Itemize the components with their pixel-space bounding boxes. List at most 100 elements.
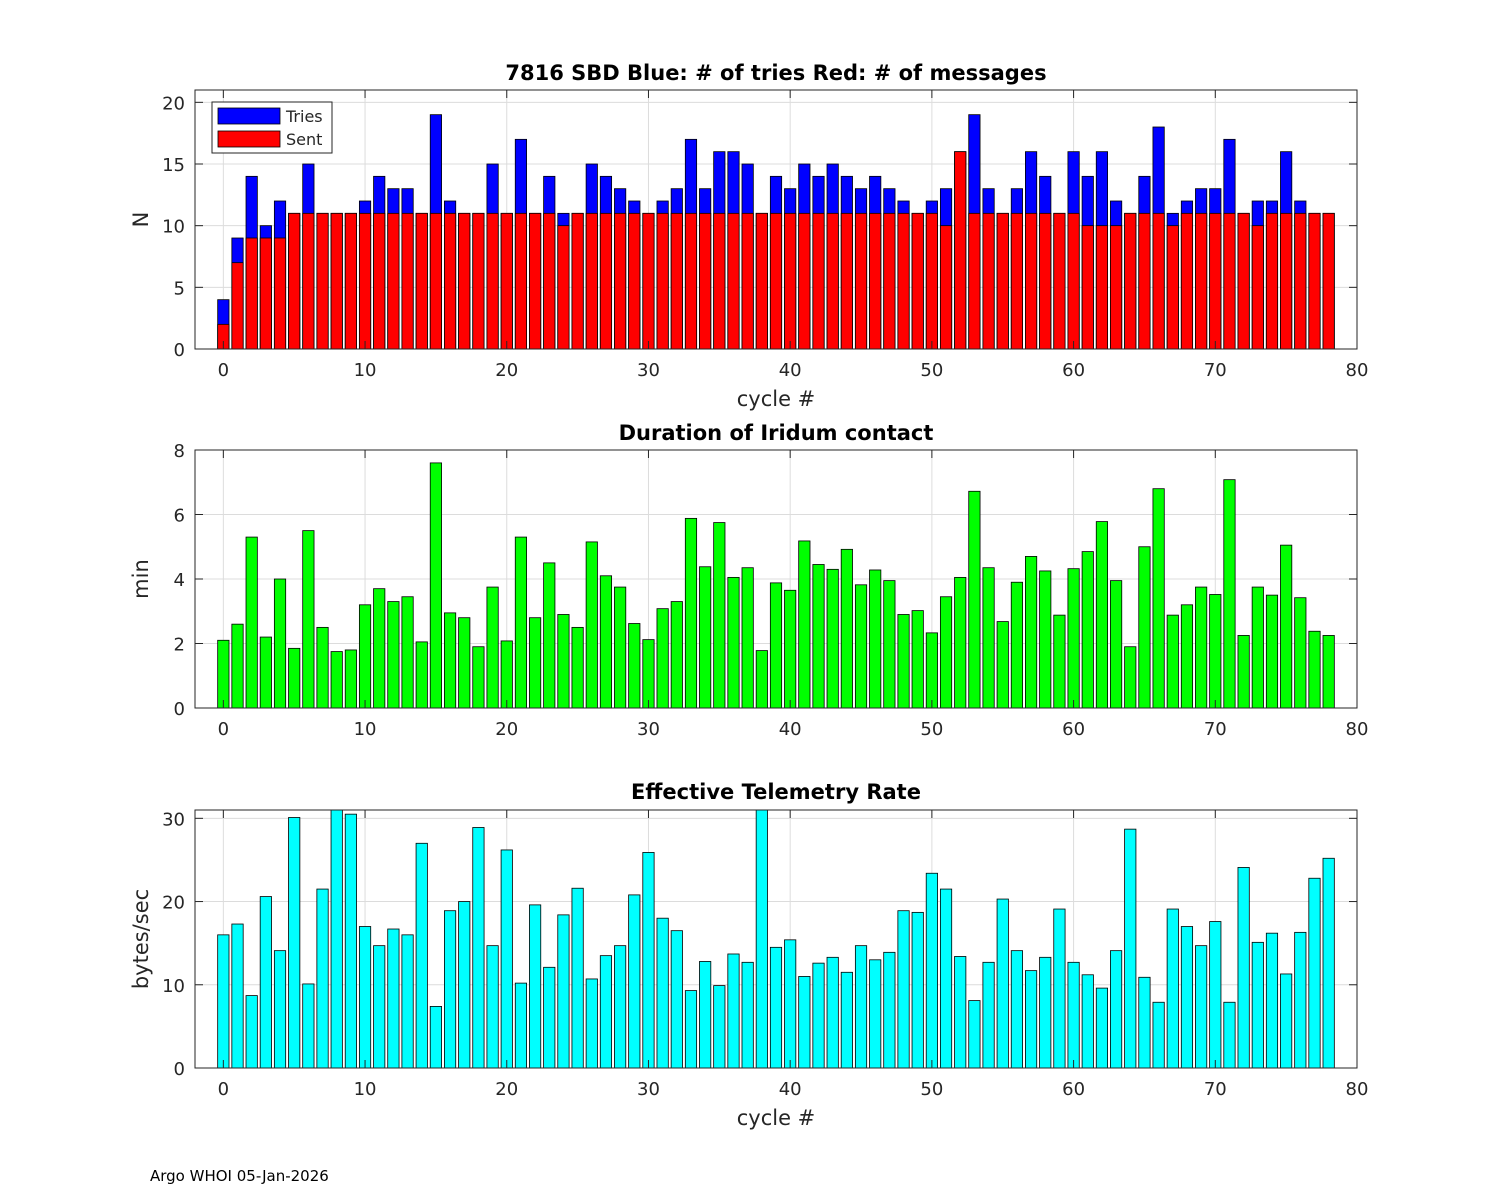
panel-1-bar-sent-19	[486, 212, 499, 349]
panel-1-bar-sent-0	[217, 323, 230, 349]
panel-1-bar-sent-54	[982, 212, 995, 349]
panel-3-bar-rate-25	[571, 887, 584, 1068]
panel-2-bar-duration-47	[883, 580, 896, 708]
panel-2-bar-duration-76	[1294, 597, 1307, 708]
panel-2-bar-duration-74	[1265, 594, 1279, 708]
panel-1-bar-sent-66	[1152, 212, 1165, 349]
panel-1-bar-sent-12	[387, 212, 400, 349]
panel-3-bar-rate-42	[812, 962, 825, 1068]
panel-2-bar-duration-25	[571, 626, 584, 708]
panel-1-bar-sent-28	[614, 212, 627, 349]
panel-1-bar-sent-20	[500, 212, 513, 349]
legend-label-sent: Sent	[286, 130, 322, 149]
panel-2-bar-duration-17	[458, 617, 471, 708]
panel-2-bar-duration-78	[1322, 635, 1335, 708]
panel-1-bar-sent-34	[699, 212, 712, 349]
panel-2-bar-duration-26	[585, 541, 598, 708]
panel-2-bar-duration-40	[784, 589, 797, 708]
panel-3-bar-rate-58	[1039, 956, 1052, 1068]
panel-1-bar-sent-53	[968, 212, 981, 349]
panel-3-bar-rate-77	[1308, 877, 1321, 1068]
panel-1-bar-sent-51	[939, 225, 953, 349]
panel-2-bar-duration-71	[1223, 479, 1236, 708]
panel-2-bar-duration-12	[387, 601, 400, 708]
panel-2-xtick-label: 40	[779, 719, 802, 740]
panel-3-bar-rate-55	[996, 898, 1009, 1068]
panel-1-bar-sent-73	[1251, 225, 1264, 349]
panel-2-bar-duration-58	[1039, 570, 1052, 708]
panel-1-bar-sent-76	[1294, 212, 1307, 349]
panel-1-xtick-label: 10	[354, 360, 377, 381]
panel-2-bar-duration-15	[429, 462, 442, 708]
panel-2-bar-duration-50	[925, 632, 938, 708]
panel-2-bar-duration-75	[1280, 544, 1293, 708]
panel-2-ytick-label: 0	[174, 699, 185, 720]
panel-3-bar-rate-5	[288, 817, 301, 1068]
panel-1-bars	[217, 114, 1335, 349]
panel-2-bar-duration-11	[373, 588, 386, 708]
panel-2-bar-duration-43	[826, 568, 839, 708]
panel-1-bar-sent-39	[769, 212, 783, 349]
panel-3-xtick-label: 0	[218, 1079, 229, 1100]
panel-1-bar-sent-72	[1237, 212, 1250, 349]
panel-3-xtick-label: 70	[1204, 1079, 1227, 1100]
panel-1-bar-sent-35	[713, 212, 726, 349]
panel-2-bar-duration-45	[854, 584, 868, 708]
panel-3-bar-rate-57	[1025, 970, 1038, 1068]
panel-2-bar-duration-13	[401, 596, 414, 708]
panel-1-xtick-label: 0	[218, 360, 229, 381]
panel-3-bar-rate-68	[1180, 926, 1194, 1068]
panel-2-bar-duration-56	[1010, 581, 1023, 708]
panel-1-bar-sent-77	[1308, 212, 1321, 349]
panel-3-bar-rate-15	[429, 1006, 442, 1068]
panel-3-bar-rate-66	[1152, 1001, 1165, 1068]
panel-3-bar-rate-65	[1138, 976, 1151, 1068]
legend-swatch-tries	[217, 107, 281, 125]
panel-2-bar-duration-7	[316, 626, 329, 708]
panel-1-bar-sent-46	[869, 212, 882, 349]
panel-1-xtick-label: 60	[1062, 360, 1085, 381]
panel-3-bar-rate-0	[217, 934, 230, 1068]
panel-2-bar-duration-10	[358, 604, 372, 708]
panel-3-bar-rate-10	[358, 926, 372, 1068]
panel-3-bar-rate-38	[755, 809, 768, 1068]
panel-2-bar-duration-41	[798, 540, 811, 708]
panel-2-xtick-label: 10	[354, 719, 377, 740]
panel-2-bar-duration-61	[1081, 551, 1094, 708]
panel-1-bar-sent-45	[854, 212, 868, 349]
panel-1-ytick-label: 5	[174, 278, 185, 299]
panel-3-bar-rate-69	[1195, 945, 1208, 1068]
panel-1-bar-sent-10	[358, 212, 372, 349]
panel-3-bar-rate-24	[557, 914, 570, 1068]
panel-3-ytick-label: 10	[162, 976, 185, 997]
panel-3-xtick-label: 20	[495, 1079, 518, 1100]
panel-2-bar-duration-35	[713, 522, 726, 708]
panel-1-bar-sent-41	[798, 212, 811, 349]
panel-1-bar-sent-67	[1166, 225, 1179, 349]
panel-1-bar-sent-8	[330, 212, 343, 349]
panel-1-bar-sent-68	[1180, 212, 1194, 349]
legend-swatch-sent	[217, 130, 281, 148]
panel-2-bar-duration-42	[812, 564, 825, 708]
panel-2-bar-duration-31	[656, 608, 669, 708]
panel-1-bar-sent-22	[529, 212, 542, 349]
panel-1-bar-sent-63	[1110, 225, 1123, 349]
panel-1-xtick-label: 50	[920, 360, 943, 381]
panel-2-bar-duration-68	[1180, 604, 1194, 708]
panel-3-bar-rate-9	[344, 813, 357, 1068]
panel-3-bar-rate-43	[826, 956, 839, 1068]
panel-1-bar-sent-37	[741, 212, 754, 349]
panel-3-ylabel: bytes/sec	[129, 889, 153, 989]
panel-1-bar-sent-16	[444, 212, 457, 349]
panel-1-xlabel: cycle #	[737, 387, 816, 411]
panel-2-bar-duration-16	[444, 612, 457, 708]
panel-1-bar-sent-56	[1010, 212, 1023, 349]
panel-3-bar-rate-78	[1322, 857, 1335, 1068]
panel-2-bar-duration-1	[231, 623, 244, 708]
panel-1-title: 7816 SBD Blue: # of tries Red: # of mess…	[505, 61, 1046, 85]
panel-2-bar-duration-37	[741, 567, 754, 708]
panel-1-bar-sent-78	[1322, 212, 1335, 349]
panel-2-bar-duration-38	[755, 650, 768, 708]
panel-3-bar-rate-59	[1053, 908, 1066, 1068]
